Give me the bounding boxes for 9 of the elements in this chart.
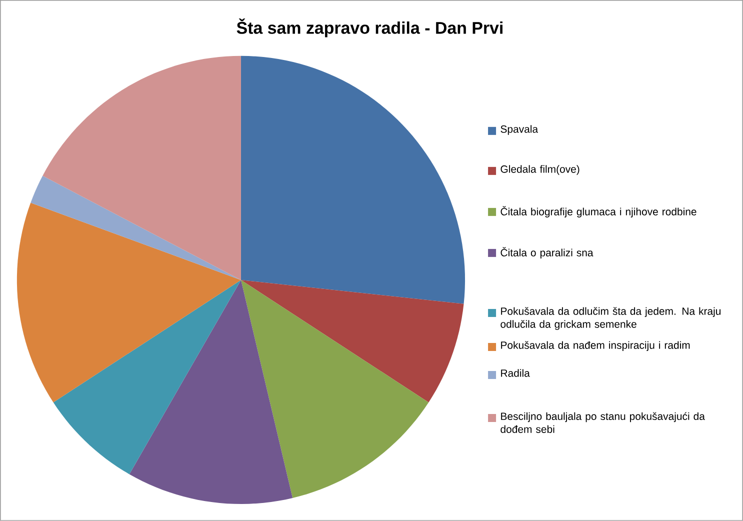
legend-label: Radila xyxy=(501,369,530,377)
legend-label: Gledala film(ove) xyxy=(500,165,580,175)
legend-label: Pokušavala da odlučim šta da jedem. Na kraju odlučila da grickam semenke xyxy=(500,307,721,330)
legend-label: Spavala xyxy=(500,125,538,135)
legend-label: Čitala biografije glumaca i njihove rodbine xyxy=(500,206,696,218)
legend-label: Čitala o paralizi sna xyxy=(500,247,594,258)
legend-label: Pokušavala da nađem inspiraciju i radim xyxy=(501,341,690,351)
chart-title: Šta sam zapravo radila - Dan Prvi xyxy=(236,18,502,38)
legend-label: Besciljno bauljala po stanu pokušavajući da dođem sebi xyxy=(500,412,705,433)
